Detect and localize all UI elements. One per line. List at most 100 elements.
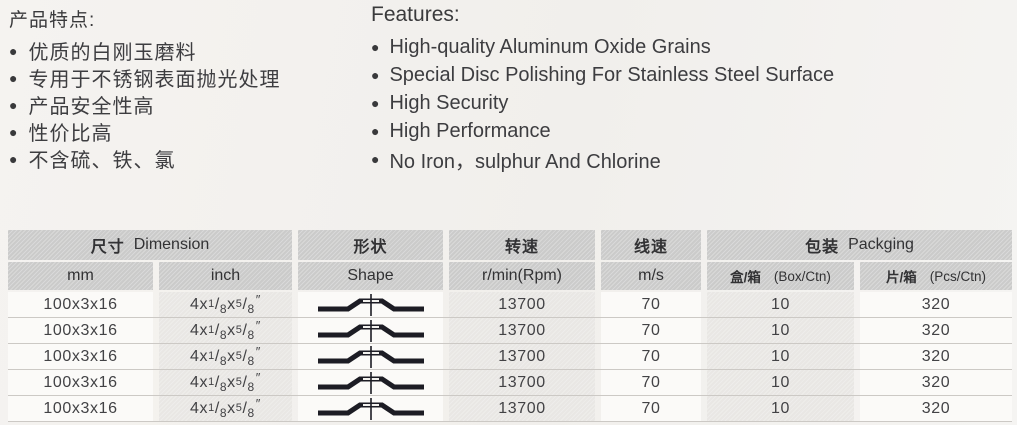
depressed-center-disc-profile-icon: [317, 371, 424, 394]
feature-item-cn: ● 产品安全性高: [9, 91, 280, 118]
table-row: 100x3x16 4x 1/8 x 5/8 ″ 13700 70 10 3: [8, 396, 1012, 422]
features-title-en: Features:: [371, 3, 460, 26]
cell-shape: [298, 292, 443, 317]
cell-mm: 100x3x16: [8, 318, 153, 343]
cell-box: 10: [707, 318, 854, 343]
cell-ms: 70: [601, 292, 701, 317]
bullet-icon: ●: [9, 42, 19, 59]
features-title-cn: 产品特点:: [9, 10, 96, 31]
feature-text: High-quality Aluminum Oxide Grains: [389, 35, 711, 58]
cell-box: 10: [707, 370, 854, 395]
cell-mm: 100x3x16: [8, 396, 153, 421]
cell-ms: 70: [601, 318, 701, 343]
cell-shape: [298, 344, 443, 369]
feature-text: 不含硫、铁、氯: [28, 150, 176, 172]
cell-pcs: 320: [860, 318, 1012, 343]
header-dimension-en: Dimension: [133, 236, 210, 253]
feature-text: 性价比高: [28, 123, 113, 145]
table-row: 100x3x16 4x 1/8 x 5/8 ″ 13700 70 10 3: [8, 318, 1012, 344]
header-dimension-cn: 尺寸: [90, 239, 125, 256]
table-row: 100x3x16 4x 1/8 x 5/8 ″ 13700 70 10 3: [8, 370, 1012, 396]
features-section-cn: 产品特点: ● 优质的白刚玉磨料 ● 专用于不锈钢表面抛光处理 ● 产品安全性高: [9, 5, 280, 172]
header-inch: inch: [159, 262, 292, 290]
cell-rpm: 13700: [449, 344, 595, 369]
feature-item-en: ● High Performance: [371, 117, 834, 145]
cell-inch: 4x 1/8 x 5/8 ″: [159, 396, 292, 421]
cell-box: 10: [707, 396, 854, 421]
table-header-groups: 尺寸 Dimension 形状 转速 线速 包装 Packging: [8, 230, 1012, 260]
header-mm: mm: [8, 262, 153, 290]
cell-ms: 70: [601, 370, 701, 395]
feature-text: 优质的白刚玉磨料: [28, 42, 197, 64]
cell-inch: 4x 1/8 x 5/8 ″: [159, 292, 292, 317]
feature-text: Special Disc Polishing For Stainless Ste…: [389, 63, 835, 86]
cell-rpm: 13700: [449, 318, 595, 343]
feature-text: High Performance: [389, 119, 551, 142]
feature-item-cn: ● 性价比高: [9, 118, 280, 145]
feature-text: High Security: [389, 91, 509, 114]
features-section-en: Features: ● High-quality Aluminum Oxide …: [371, 3, 834, 173]
cell-box: 10: [707, 344, 854, 369]
features-list-en: ● High-quality Aluminum Oxide Grains ● S…: [371, 33, 834, 173]
cell-pcs: 320: [860, 396, 1012, 421]
cell-inch: 4x 1/8 x 5/8 ″: [159, 344, 292, 369]
cell-mm: 100x3x16: [8, 370, 153, 395]
spec-table: 尺寸 Dimension 形状 转速 线速 包装 Packging mm inc…: [8, 230, 1012, 422]
feature-item-en: ● Special Disc Polishing For Stainless S…: [371, 61, 834, 89]
feature-item-en: ● No Iron，sulphur And Chlorine: [371, 145, 834, 173]
header-packing-cn: 包装: [805, 239, 840, 256]
table-row: 100x3x16 4x 1/8 x 5/8 ″ 13700 70 10 3: [8, 292, 1012, 318]
cell-ms: 70: [601, 344, 701, 369]
bullet-icon: ●: [371, 123, 380, 139]
cell-rpm: 13700: [449, 292, 595, 317]
cell-shape: [298, 370, 443, 395]
feature-item-cn: ● 专用于不锈钢表面抛光处理: [9, 64, 280, 91]
cell-shape: [298, 396, 443, 421]
cell-inch: 4x 1/8 x 5/8 ″: [159, 318, 292, 343]
bullet-icon: ●: [9, 96, 19, 113]
depressed-center-disc-profile-icon: [317, 293, 424, 316]
cell-mm: 100x3x16: [8, 292, 153, 317]
feature-item-cn: ● 优质的白刚玉磨料: [9, 37, 280, 64]
cell-box: 10: [707, 292, 854, 317]
depressed-center-disc-profile-icon: [317, 319, 424, 342]
cell-rpm: 13700: [449, 370, 595, 395]
header-speed-cn: 转速: [449, 230, 595, 260]
bullet-icon: ●: [371, 67, 380, 83]
feature-item-en: ● High Security: [371, 89, 834, 117]
cell-pcs: 320: [860, 370, 1012, 395]
feature-text: No Iron，sulphur And Chlorine: [389, 150, 661, 173]
features-list-cn: ● 优质的白刚玉磨料 ● 专用于不锈钢表面抛光处理 ● 产品安全性高 ● 性价比…: [9, 37, 280, 172]
header-packing-en: Packging: [848, 236, 914, 253]
bullet-icon: ●: [371, 151, 380, 167]
feature-item-en: ● High-quality Aluminum Oxide Grains: [371, 33, 834, 61]
feature-item-cn: ● 不含硫、铁、氯: [9, 145, 280, 172]
header-dimension: 尺寸 Dimension: [8, 230, 292, 260]
depressed-center-disc-profile-icon: [317, 345, 424, 368]
cell-rpm: 13700: [449, 396, 595, 421]
header-shape-cn: 形状: [298, 230, 443, 260]
cell-inch: 4x 1/8 x 5/8 ″: [159, 370, 292, 395]
header-linear-cn: 线速: [601, 230, 701, 260]
table-row: 100x3x16 4x 1/8 x 5/8 ″ 13700 70 10 3: [8, 344, 1012, 370]
table-body: 100x3x16 4x 1/8 x 5/8 ″ 13700 70 10 3: [8, 292, 1012, 422]
header-pcs-ctn: 片/箱 (Pcs/Ctn): [860, 262, 1012, 290]
cell-pcs: 320: [860, 344, 1012, 369]
cell-shape: [298, 318, 443, 343]
header-ms: m/s: [601, 262, 701, 290]
header-rpm: r/min(Rpm): [449, 262, 595, 290]
bullet-icon: ●: [371, 95, 380, 111]
bullet-icon: ●: [371, 39, 380, 55]
header-box-ctn: 盒/箱 (Box/Ctn): [707, 262, 854, 290]
cell-pcs: 320: [860, 292, 1012, 317]
bullet-icon: ●: [9, 150, 19, 167]
bullet-icon: ●: [9, 69, 19, 86]
depressed-center-disc-profile-icon: [317, 397, 424, 420]
header-packing: 包装 Packging: [707, 230, 1012, 260]
cell-ms: 70: [601, 396, 701, 421]
feature-text: 专用于不锈钢表面抛光处理: [28, 69, 281, 91]
header-shape-en: Shape: [298, 262, 443, 290]
feature-text: 产品安全性高: [28, 96, 155, 118]
table-header-units: mm inch Shape r/min(Rpm) m/s 盒/箱 (Box/Ct…: [8, 262, 1012, 290]
